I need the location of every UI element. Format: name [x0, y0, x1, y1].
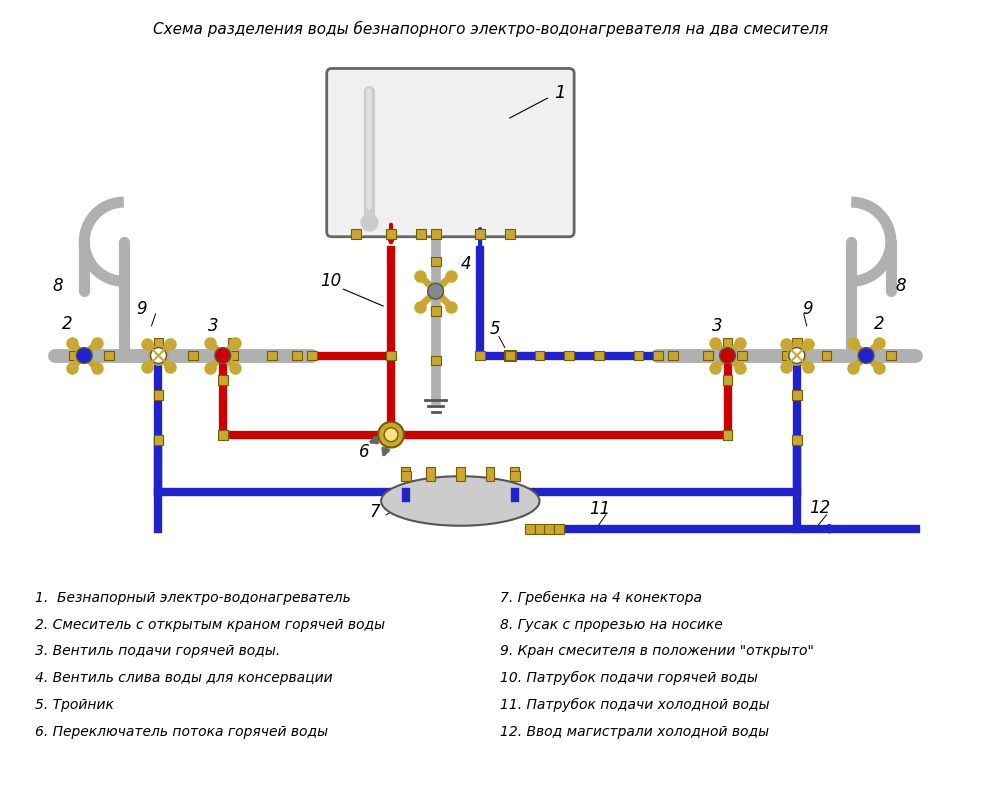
Circle shape — [77, 347, 92, 364]
Text: 8. Гусак с прорезью на носике: 8. Гусак с прорезью на носике — [500, 617, 723, 632]
Circle shape — [789, 347, 804, 364]
Text: 10. Патрубок подачи горячей воды: 10. Патрубок подачи горячей воды — [500, 671, 758, 685]
Bar — [456, 467, 464, 482]
Bar — [431, 356, 441, 365]
Bar — [153, 351, 163, 360]
Bar — [782, 351, 791, 360]
Bar — [292, 351, 302, 360]
Text: 11: 11 — [589, 500, 610, 518]
Polygon shape — [381, 476, 539, 526]
FancyBboxPatch shape — [327, 69, 574, 237]
Bar — [534, 524, 544, 533]
Text: 9: 9 — [802, 300, 813, 318]
Bar — [723, 375, 733, 385]
Bar — [668, 351, 678, 360]
Text: 4. Вентиль слива воды для консервации: 4. Вентиль слива воды для консервации — [34, 671, 332, 685]
Bar — [431, 306, 441, 316]
Circle shape — [427, 284, 444, 299]
Bar — [228, 338, 238, 347]
Bar — [386, 351, 396, 360]
Bar — [352, 229, 361, 238]
Text: 8: 8 — [53, 277, 63, 295]
Bar — [791, 390, 801, 400]
Bar — [791, 435, 801, 444]
Circle shape — [378, 422, 404, 448]
Text: 2. Смеситель с открытым краном горячей воды: 2. Смеситель с открытым краном горячей в… — [34, 617, 385, 632]
Bar — [267, 351, 277, 360]
Circle shape — [720, 347, 736, 364]
Bar — [505, 351, 515, 360]
Bar — [384, 427, 398, 442]
Text: 8: 8 — [896, 277, 906, 295]
Bar — [431, 256, 441, 267]
Bar — [228, 351, 238, 360]
Bar — [633, 351, 643, 360]
Text: 4: 4 — [461, 255, 471, 273]
Bar — [723, 338, 733, 347]
Bar — [703, 351, 713, 360]
Bar — [475, 229, 485, 238]
Bar — [153, 338, 163, 347]
Circle shape — [858, 347, 874, 364]
Text: 11. Патрубок подачи холодной воды: 11. Патрубок подачи холодной воды — [500, 698, 770, 712]
Bar — [565, 351, 574, 360]
Text: 10: 10 — [320, 272, 341, 290]
Text: 7: 7 — [369, 503, 380, 521]
Bar — [504, 350, 516, 361]
Text: 1: 1 — [555, 84, 566, 102]
Text: 3: 3 — [712, 317, 723, 335]
Bar — [189, 351, 198, 360]
Bar — [307, 351, 317, 360]
Bar — [723, 430, 733, 440]
Bar — [544, 524, 555, 533]
Text: 2: 2 — [62, 315, 72, 333]
Bar — [594, 351, 604, 360]
Bar — [386, 229, 396, 238]
Bar — [218, 375, 228, 385]
Bar — [415, 229, 425, 238]
Text: 3. Вентиль подачи горячей воды.: 3. Вентиль подачи горячей воды. — [34, 645, 280, 659]
Bar — [153, 435, 163, 444]
Bar — [70, 351, 80, 360]
Bar — [401, 471, 410, 482]
Bar — [534, 351, 544, 360]
Bar — [431, 229, 441, 238]
Text: 9: 9 — [136, 300, 147, 318]
Bar — [153, 390, 163, 400]
Bar — [485, 467, 495, 482]
Bar — [402, 467, 410, 482]
Circle shape — [150, 347, 166, 364]
Text: 7. Гребенка на 4 конектора: 7. Гребенка на 4 конектора — [500, 591, 702, 605]
Bar — [524, 524, 534, 533]
Circle shape — [149, 347, 167, 364]
Bar — [653, 351, 663, 360]
Bar — [555, 524, 565, 533]
Bar — [791, 338, 801, 347]
Text: 6. Переключатель потока горячей воды: 6. Переключатель потока горячей воды — [34, 725, 328, 739]
Bar — [511, 467, 519, 482]
Circle shape — [215, 347, 231, 364]
Bar — [505, 229, 515, 238]
Text: 12. Ввод магистрали холодной воды: 12. Ввод магистрали холодной воды — [500, 725, 769, 739]
Circle shape — [384, 427, 398, 442]
Text: 3: 3 — [208, 317, 219, 335]
Bar — [475, 351, 485, 360]
Text: 6: 6 — [359, 444, 370, 461]
Text: 12: 12 — [809, 499, 830, 517]
Bar — [104, 351, 114, 360]
Circle shape — [788, 347, 805, 364]
Text: 2: 2 — [874, 315, 885, 333]
Text: 1.  Безнапорный электро-водонагреватель: 1. Безнапорный электро-водонагреватель — [34, 591, 351, 605]
Bar — [822, 351, 832, 360]
Bar — [426, 467, 435, 482]
Bar — [737, 351, 747, 360]
Bar — [218, 430, 228, 440]
Text: 5. Тройник: 5. Тройник — [34, 698, 114, 712]
Bar — [886, 351, 896, 360]
Text: 9. Кран смесителя в положении "открыто": 9. Кран смесителя в положении "открыто" — [500, 645, 814, 659]
Bar — [861, 351, 871, 360]
Text: 5: 5 — [490, 320, 501, 338]
Bar — [510, 471, 519, 482]
Text: Схема разделения воды безнапорного электро-водонагревателя на два смесителя: Схема разделения воды безнапорного элект… — [153, 21, 829, 37]
